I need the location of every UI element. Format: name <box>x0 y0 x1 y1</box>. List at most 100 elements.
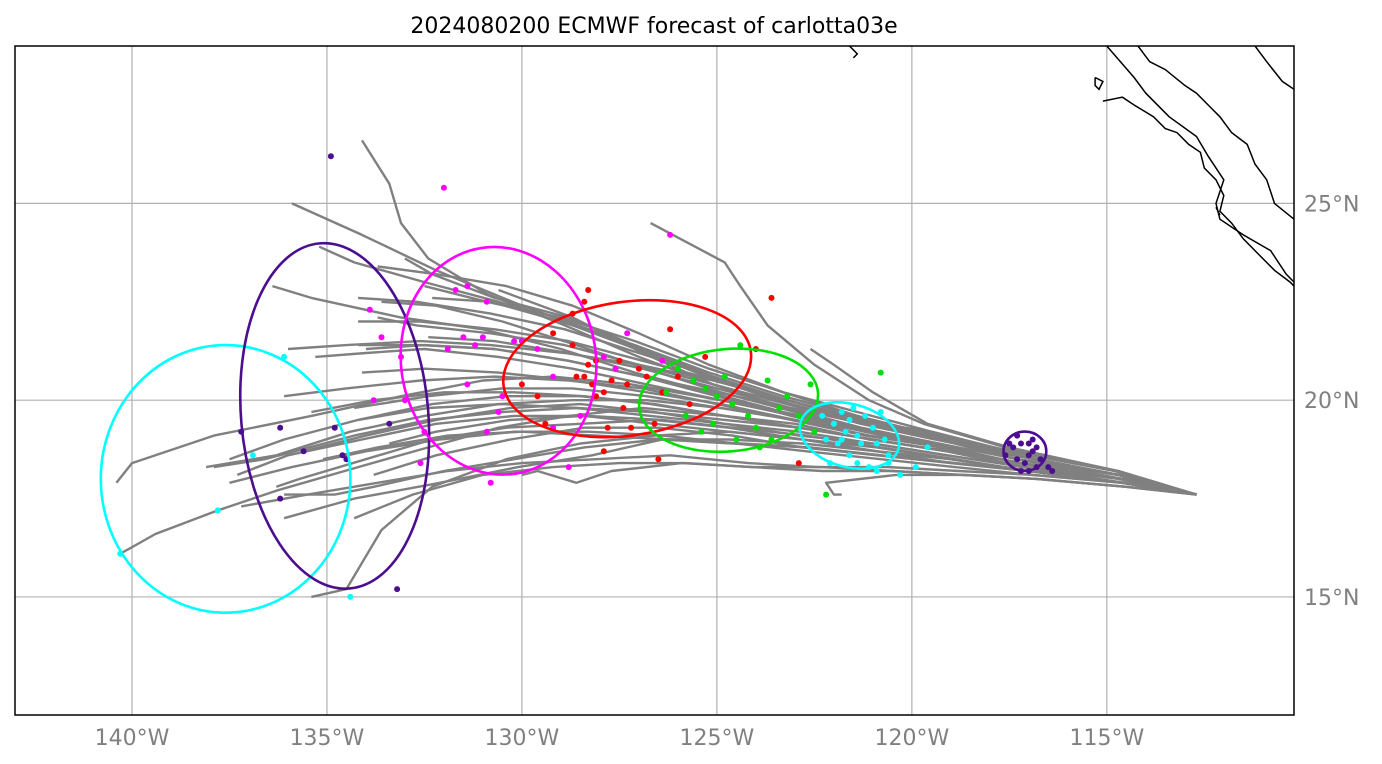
forecast-point-red <box>569 342 576 349</box>
forecast-point-red <box>608 377 615 384</box>
lon-tick-label: 120°W <box>874 726 949 751</box>
forecast-point-cyan <box>854 432 861 439</box>
forecast-point-cyan <box>838 409 845 415</box>
forecast-point-red <box>518 381 525 388</box>
forecast-point-cyan <box>858 440 865 447</box>
forecast-point-cyan <box>885 452 892 459</box>
forecast-point-green <box>877 369 884 376</box>
forecast-point-cyan <box>249 452 256 459</box>
forecast-point-red <box>585 361 592 368</box>
forecast-track <box>358 343 1197 496</box>
forecast-point-magenta <box>479 334 486 341</box>
forecast-point-red <box>534 393 541 400</box>
forecast-point-red <box>667 326 674 333</box>
forecast-point-cyan <box>838 436 845 443</box>
forecast-point-cyan <box>862 412 869 419</box>
forecast-point-green <box>713 393 720 400</box>
forecast-point-cyan <box>830 420 837 427</box>
forecast-point-indigo <box>331 424 338 431</box>
forecast-point-indigo <box>1021 460 1028 467</box>
forecast-point-red <box>573 373 580 380</box>
uncertainty-ellipse-magenta <box>399 245 598 476</box>
forecast-point-magenta <box>460 334 467 341</box>
forecast-point-magenta <box>444 346 451 352</box>
forecast-point-red <box>686 401 693 408</box>
forecast-track <box>205 399 1197 496</box>
forecast-point-magenta <box>577 412 584 419</box>
uncertainty-ellipse-indigo <box>1002 430 1048 473</box>
forecast-point-magenta <box>483 428 490 435</box>
forecast-point-cyan <box>842 428 849 435</box>
forecast-point-red <box>795 460 802 467</box>
forecast-point-green <box>764 377 771 384</box>
forecast-point-green <box>702 385 709 392</box>
forecast-point-cyan <box>873 440 880 447</box>
lat-tick-label: 25°N <box>1304 192 1359 217</box>
lon-tick-label: 140°W <box>95 726 170 751</box>
forecast-point-magenta <box>495 409 502 415</box>
forecast-point-green <box>745 412 752 419</box>
forecast-track <box>311 430 1197 599</box>
forecast-point-red <box>674 373 681 380</box>
forecast-point-indigo <box>277 424 284 431</box>
forecast-point-indigo <box>339 452 346 459</box>
forecast-point-green <box>795 412 802 419</box>
forecast-point-green <box>710 420 716 427</box>
forecast-point-cyan <box>869 424 876 431</box>
forecast-point-cyan <box>924 444 931 451</box>
forecast-point-green <box>698 428 705 435</box>
uncertainty-ellipse-cyan <box>798 401 901 471</box>
lat-tick-label: 15°N <box>1304 586 1359 611</box>
forecast-point-cyan <box>846 416 853 423</box>
forecast-point-magenta <box>452 287 459 293</box>
forecast-point-green <box>663 389 670 396</box>
forecast-point-magenta <box>624 330 631 337</box>
coastline-segment <box>1106 46 1294 283</box>
island-outline <box>1215 206 1221 216</box>
coastline-segment <box>1102 96 1294 287</box>
uncertainty-ellipse-red <box>501 298 753 439</box>
coastline-segment <box>1254 46 1294 90</box>
forecast-point-magenta <box>600 353 607 360</box>
forecast-point-green <box>737 342 744 349</box>
forecast-point-magenta <box>483 298 490 305</box>
coastline <box>848 46 1294 452</box>
forecast-point-magenta <box>667 231 674 238</box>
forecast-point-red <box>600 448 607 455</box>
forecast-point-magenta <box>511 338 518 345</box>
lon-tick-label: 115°W <box>1069 726 1144 751</box>
forecast-point-red <box>593 393 599 400</box>
forecast-point-green <box>784 393 791 400</box>
forecast-track <box>287 339 1197 496</box>
forecast-point-cyan <box>881 436 888 443</box>
uncertainty-ellipse-indigo <box>238 241 431 590</box>
forecast-point-indigo <box>1033 444 1040 451</box>
forecast-point-magenta <box>417 460 424 467</box>
forecast-point-red <box>581 298 588 305</box>
forecast-tracks <box>115 139 1197 599</box>
forecast-point-green <box>811 428 818 435</box>
forecast-point-indigo <box>327 153 334 160</box>
forecast-point-magenta <box>659 357 666 364</box>
forecast-point-magenta <box>550 373 557 380</box>
map-frame <box>14 45 1295 716</box>
uncertainty-ellipse-cyan <box>99 343 352 614</box>
island-outline <box>1094 76 1104 91</box>
forecast-point-red <box>542 420 549 427</box>
forecast-point-green <box>823 491 830 498</box>
coastline-segment <box>1137 46 1294 220</box>
forecast-point-magenta <box>370 397 377 404</box>
forecast-point-cyan <box>214 507 221 514</box>
forecast-point-red <box>585 287 592 293</box>
forecast-point-indigo <box>1025 440 1032 447</box>
forecast-point-red <box>624 381 631 388</box>
forecast-point-indigo <box>1025 452 1032 459</box>
gridlines <box>15 46 1294 715</box>
forecast-point-magenta <box>464 283 471 290</box>
forecast-point-green <box>807 381 814 388</box>
forecast-point-red <box>768 294 775 301</box>
forecast-point-green <box>733 436 740 443</box>
forecast-point-green <box>721 373 728 380</box>
forecast-point-magenta <box>464 381 471 388</box>
